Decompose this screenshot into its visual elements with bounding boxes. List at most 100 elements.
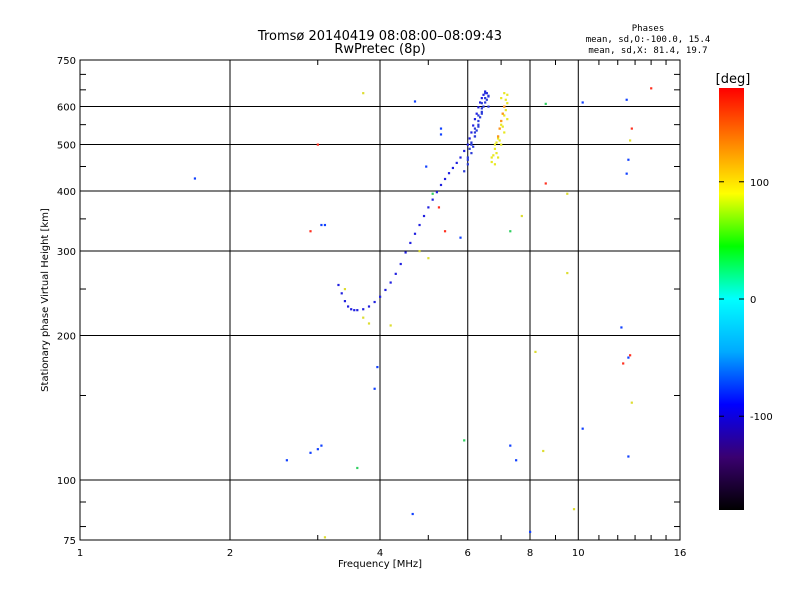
plot-area: 1 2 4 6 8 10 16 75 100 200 300 400 500 600 750 — [57, 56, 686, 559]
data-point — [350, 308, 352, 310]
data-point — [545, 182, 547, 184]
data-point — [481, 102, 483, 104]
data-point — [477, 126, 479, 128]
data-point — [482, 106, 484, 108]
data-point — [440, 184, 442, 186]
data-point — [427, 206, 429, 208]
data-point — [400, 263, 402, 265]
data-point — [499, 139, 501, 141]
data-point — [484, 101, 486, 103]
data-point — [500, 124, 502, 126]
data-point — [467, 163, 469, 165]
data-point — [487, 106, 489, 108]
data-point — [506, 102, 508, 104]
colorbar-tick-label: -100 — [750, 412, 773, 423]
data-point — [409, 242, 411, 244]
data-point — [502, 113, 504, 115]
data-point — [452, 167, 454, 169]
data-point — [573, 508, 575, 510]
x-tick-label: 10 — [572, 548, 585, 559]
phase-o-stats: mean, sd,O:-100.0, 15.4 — [586, 35, 711, 45]
y-tick-label: 75 — [63, 536, 76, 547]
data-point — [500, 144, 502, 146]
data-point — [521, 215, 523, 217]
data-point — [502, 126, 504, 128]
data-point — [286, 459, 288, 461]
y-tick-label: 200 — [57, 332, 76, 343]
data-point — [320, 445, 322, 447]
data-point — [582, 101, 584, 103]
data-point — [534, 351, 536, 353]
data-point — [463, 439, 465, 441]
data-point — [497, 156, 499, 158]
data-point — [418, 250, 420, 252]
data-point — [418, 224, 420, 226]
data-point — [503, 92, 505, 94]
data-point — [344, 300, 346, 302]
y-tick-label: 400 — [57, 187, 76, 198]
data-point — [379, 296, 381, 298]
data-point — [376, 366, 378, 368]
data-point — [566, 193, 568, 195]
data-point — [470, 141, 472, 143]
data-point — [309, 230, 311, 232]
data-point — [356, 309, 358, 311]
data-point — [506, 118, 508, 120]
data-point — [631, 127, 633, 129]
data-point — [474, 127, 476, 129]
data-point — [626, 173, 628, 175]
data-point — [472, 146, 474, 148]
data-point — [500, 97, 502, 99]
data-point — [347, 305, 349, 307]
data-point — [491, 161, 493, 163]
data-point — [505, 109, 507, 111]
data-point — [404, 251, 406, 253]
y-tick-label: 600 — [57, 103, 76, 114]
data-point — [362, 308, 364, 310]
data-point — [474, 131, 476, 133]
data-point — [368, 305, 370, 307]
data-point — [627, 159, 629, 161]
data-point — [423, 215, 425, 217]
data-point — [542, 450, 544, 452]
data-point — [459, 156, 461, 158]
data-point — [436, 191, 438, 193]
data-point — [384, 289, 386, 291]
data-point — [650, 87, 652, 89]
data-point — [412, 513, 414, 515]
chart-subtitle: RwPretec (8p) — [334, 42, 425, 57]
data-point — [337, 284, 339, 286]
data-point — [317, 144, 319, 146]
data-point — [627, 455, 629, 457]
data-point — [515, 459, 517, 461]
ionogram-chart: Tromsø 20140419 08:08:00–08:09:43 RwPret… — [0, 0, 800, 600]
data-point — [374, 388, 376, 390]
data-point — [477, 120, 479, 122]
data-point — [494, 148, 496, 150]
data-point — [495, 141, 497, 143]
data-point — [582, 428, 584, 430]
data-point — [566, 272, 568, 274]
data-point — [432, 193, 434, 195]
y-tick-label: 500 — [57, 141, 76, 152]
x-tick-label: 4 — [377, 548, 383, 559]
data-point — [627, 356, 629, 358]
data-point — [474, 135, 476, 137]
data-point — [440, 127, 442, 129]
data-point — [467, 159, 469, 161]
data-point — [529, 531, 531, 533]
phase-header: Phases — [632, 24, 665, 34]
data-point — [629, 139, 631, 141]
data-point — [324, 224, 326, 226]
data-point — [470, 144, 472, 146]
data-point — [472, 124, 474, 126]
x-tick-label: 2 — [227, 548, 233, 559]
data-point — [440, 133, 442, 135]
data-point — [467, 144, 469, 146]
x-tick-label: 8 — [527, 548, 533, 559]
y-tick-label: 750 — [57, 56, 76, 67]
y-tick-label: 300 — [57, 247, 76, 258]
data-point — [427, 257, 429, 259]
data-point — [477, 124, 479, 126]
data-point — [432, 199, 434, 201]
